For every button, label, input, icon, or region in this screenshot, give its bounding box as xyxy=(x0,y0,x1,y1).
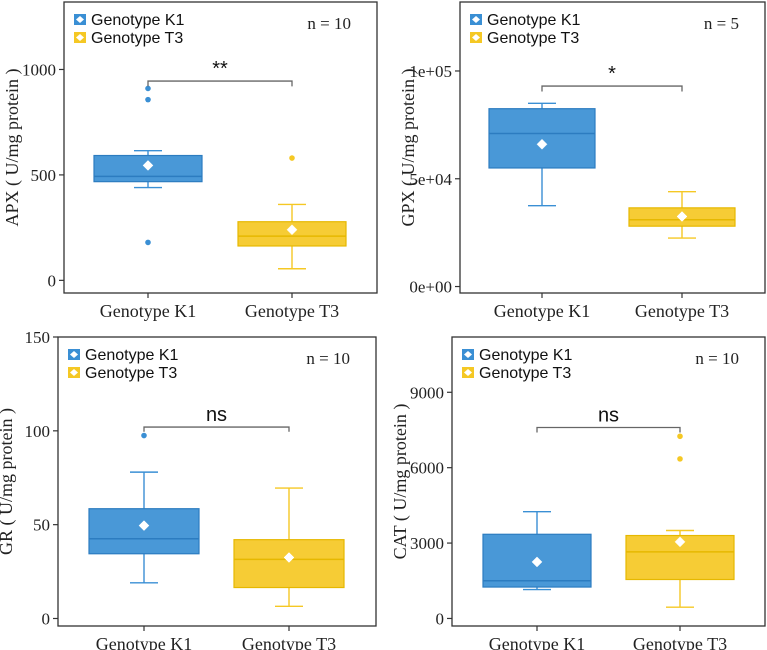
box-k1 xyxy=(93,85,203,246)
legend-label-k1: Genotype K1 xyxy=(85,347,179,364)
y-tick-label: 9000 xyxy=(410,383,444,402)
y-tick-label: 0e+00 xyxy=(409,278,452,297)
significance-bracket xyxy=(147,80,293,87)
y-tick-label: 0 xyxy=(48,271,57,290)
x-tick-label: Genotype K1 xyxy=(494,301,590,321)
sample-size-label: n = 5 xyxy=(704,14,739,33)
outlier-point xyxy=(141,432,147,439)
sample-size-label: n = 10 xyxy=(695,349,739,368)
y-tick-label: 5e+04 xyxy=(409,170,452,189)
legend-mean-marker xyxy=(70,369,78,376)
legend-mean-marker xyxy=(76,34,84,41)
mean-marker xyxy=(286,224,298,236)
legend-label-k1: Genotype K1 xyxy=(91,12,185,29)
y-tick-label: 150 xyxy=(25,328,51,347)
outlier-point xyxy=(289,155,295,161)
mean-marker xyxy=(536,138,548,150)
y-tick-label: 3000 xyxy=(410,534,444,553)
x-tick-label: Genotype T3 xyxy=(635,301,729,321)
legend-mean-marker xyxy=(464,351,472,358)
outlier-point xyxy=(145,239,151,246)
box-k1 xyxy=(488,102,596,207)
y-tick-label: 0 xyxy=(42,609,51,628)
y-tick-label: 100 xyxy=(25,422,51,441)
sample-size-label: n = 10 xyxy=(307,14,351,33)
y-tick-label: 1e+05 xyxy=(409,62,452,81)
box-t3 xyxy=(628,190,736,239)
y-tick-label: 6000 xyxy=(410,459,444,478)
mean-marker xyxy=(676,211,688,222)
mean-marker xyxy=(138,520,150,531)
y-tick-label: 1000 xyxy=(22,60,56,79)
legend-label-t3: Genotype T3 xyxy=(487,30,579,47)
x-tick-label: Genotype K1 xyxy=(489,634,585,650)
y-tick-label: 0 xyxy=(436,609,445,628)
outlier-point xyxy=(677,456,683,462)
x-tick-label: Genotype T3 xyxy=(245,301,339,321)
y-axis-title: GPX ( U/mg protein ) xyxy=(398,69,419,227)
legend-mean-marker xyxy=(76,16,84,23)
outlier-point xyxy=(145,85,151,92)
mean-marker xyxy=(283,552,295,563)
legend-mean-marker xyxy=(472,34,480,41)
legend-mean-marker xyxy=(70,351,78,358)
box-k1 xyxy=(482,510,592,591)
significance-bracket xyxy=(541,85,683,92)
outlier-point xyxy=(145,96,151,103)
x-tick-label: Genotype T3 xyxy=(633,634,727,650)
iqr-box xyxy=(88,508,200,555)
x-tick-label: Genotype K1 xyxy=(96,634,192,650)
significance-label: ns xyxy=(206,404,227,426)
mean-marker xyxy=(531,556,543,568)
y-axis-title: CAT ( U/mg protein ) xyxy=(390,404,411,560)
y-axis-title: GR ( U/mg protein ) xyxy=(0,408,17,555)
legend-label-t3: Genotype T3 xyxy=(479,365,571,382)
y-tick-label: 50 xyxy=(33,516,50,535)
mean-marker xyxy=(674,536,686,548)
significance-label: * xyxy=(608,63,616,85)
box-t3 xyxy=(237,155,347,270)
box-t3 xyxy=(625,433,735,608)
sample-size-label: n = 10 xyxy=(306,349,350,368)
x-tick-label: Genotype T3 xyxy=(242,634,336,650)
significance-label: ** xyxy=(212,58,228,80)
x-tick-label: Genotype K1 xyxy=(100,301,196,321)
box-k1 xyxy=(88,432,200,584)
y-axis-title: APX ( U/mg protein ) xyxy=(2,69,23,227)
y-tick-label: 500 xyxy=(31,166,57,185)
significance-bracket xyxy=(143,426,290,432)
significance-bracket xyxy=(536,426,681,433)
legend-label-k1: Genotype K1 xyxy=(487,12,581,29)
iqr-box xyxy=(233,539,345,589)
legend-mean-marker xyxy=(464,369,472,376)
box-t3 xyxy=(233,487,345,607)
mean-marker xyxy=(142,160,154,171)
significance-label: ns xyxy=(598,404,619,426)
legend-label-k1: Genotype K1 xyxy=(479,347,573,364)
legend-label-t3: Genotype T3 xyxy=(91,30,183,47)
legend-label-t3: Genotype T3 xyxy=(85,365,177,382)
iqr-box xyxy=(488,108,596,169)
legend-mean-marker xyxy=(472,16,480,23)
outlier-point xyxy=(677,433,683,440)
panel-cat: 0 3000 6000 9000 CAT ( U/mg protein ) Genotyp… xyxy=(390,336,766,650)
